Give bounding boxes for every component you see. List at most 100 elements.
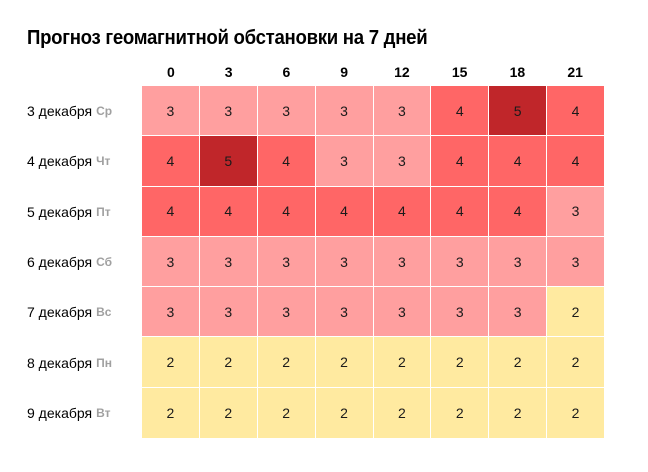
kp-index-cell: 3 xyxy=(489,287,548,338)
kp-index-cell: 3 xyxy=(142,287,200,338)
kp-index-cell: 3 xyxy=(199,287,258,338)
kp-index-cell: 2 xyxy=(373,337,432,388)
date-text: 8 декабря xyxy=(27,354,93,371)
forecast-grid: 3 декабря Ср 3 3 3 3 3 4 5 4 4 декабря Чт 4 5 4 3 3 4 4 4 5 … xyxy=(0,86,648,439)
kp-index-cell: 3 xyxy=(199,86,258,137)
kp-index-cell: 4 xyxy=(547,86,604,137)
kp-index-cell: 2 xyxy=(142,337,200,388)
kp-index-cell: 3 xyxy=(373,287,432,338)
day-label: 3 декабря Ср xyxy=(0,86,142,136)
day-label: 6 декабря Сб xyxy=(0,237,142,287)
kp-index-cell: 2 xyxy=(315,387,374,439)
kp-index-cell: 4 xyxy=(142,186,200,237)
kp-index-cell: 4 xyxy=(199,186,258,237)
kp-index-cell: 4 xyxy=(431,136,490,187)
kp-index-cell: 3 xyxy=(489,236,548,288)
kp-index-cell: 3 xyxy=(315,86,374,137)
weekday-text: Сб xyxy=(96,255,112,270)
kp-index-cell: 3 xyxy=(199,236,258,288)
chart-title: Прогноз геомагнитной обстановки на 7 дне… xyxy=(27,27,428,49)
kp-index-cell: 3 xyxy=(257,287,316,338)
hour-label: 3 xyxy=(224,64,233,80)
kp-index-cell: 2 xyxy=(431,337,490,388)
weekday-text: Вт xyxy=(96,405,111,420)
day-label: 4 декабря Чт xyxy=(0,136,142,186)
hour-label: 9 xyxy=(340,64,349,80)
weekday-text: Вс xyxy=(96,305,112,320)
kp-index-cell: 4 xyxy=(489,136,548,187)
kp-index-cell: 4 xyxy=(257,136,316,187)
date-text: 4 декабря xyxy=(27,153,93,170)
kp-index-cell: 2 xyxy=(257,337,316,388)
kp-index-cell: 4 xyxy=(373,186,432,237)
kp-index-cell: 3 xyxy=(142,86,200,137)
kp-index-cell: 4 xyxy=(431,86,490,137)
date-text: 9 декабря xyxy=(27,404,93,421)
kp-index-cell: 3 xyxy=(315,236,374,288)
day-row: 6 декабря Сб 3 3 3 3 3 3 3 3 xyxy=(0,236,648,288)
kp-index-cell: 3 xyxy=(373,136,432,187)
kp-index-cell: 2 xyxy=(489,337,548,388)
kp-index-cell: 3 xyxy=(315,287,374,338)
kp-index-cell: 2 xyxy=(431,387,490,439)
day-label: 8 декабря Пн xyxy=(0,337,142,387)
kp-index-cell: 3 xyxy=(431,287,490,338)
weekday-text: Чт xyxy=(96,154,111,169)
kp-index-cell: 5 xyxy=(199,136,258,187)
kp-index-cell: 4 xyxy=(489,186,548,237)
kp-index-cell: 3 xyxy=(431,236,490,288)
hour-label: 12 xyxy=(394,64,410,80)
kp-index-cell: 2 xyxy=(547,337,604,388)
kp-index-cell: 4 xyxy=(431,186,490,237)
kp-index-cell: 4 xyxy=(547,136,604,187)
hour-label: 15 xyxy=(451,64,468,80)
kp-index-cell: 3 xyxy=(373,86,432,137)
kp-index-cell: 2 xyxy=(199,337,258,388)
date-text: 3 декабря xyxy=(27,103,93,120)
kp-index-cell: 2 xyxy=(257,387,316,439)
day-row: 4 декабря Чт 4 5 4 3 3 4 4 4 xyxy=(0,136,648,187)
date-text: 5 декабря xyxy=(27,203,93,220)
kp-index-cell: 4 xyxy=(315,186,374,237)
kp-index-cell: 2 xyxy=(199,387,258,439)
hour-label: 6 xyxy=(282,64,291,80)
kp-index-cell: 3 xyxy=(257,236,316,288)
day-row: 9 декабря Вт 2 2 2 2 2 2 2 2 xyxy=(0,387,648,439)
kp-index-cell: 3 xyxy=(142,236,200,288)
hour-label: 0 xyxy=(166,64,175,80)
weekday-text: Пт xyxy=(96,204,111,219)
kp-index-cell: 4 xyxy=(142,136,200,187)
day-label: 5 декабря Пт xyxy=(0,187,142,237)
day-label: 7 декабря Вс xyxy=(0,287,142,337)
kp-index-cell: 3 xyxy=(547,186,604,237)
hour-label: 21 xyxy=(567,64,583,80)
weekday-text: Пн xyxy=(96,355,112,370)
kp-index-cell: 3 xyxy=(547,236,604,288)
day-row: 3 декабря Ср 3 3 3 3 3 4 5 4 xyxy=(0,86,648,137)
kp-index-cell: 3 xyxy=(257,86,316,137)
kp-index-cell: 2 xyxy=(315,337,374,388)
kp-index-cell: 2 xyxy=(142,387,200,439)
day-row: 8 декабря Пн 2 2 2 2 2 2 2 2 xyxy=(0,337,648,388)
weekday-text: Ср xyxy=(96,104,113,119)
day-label: 9 декабря Вт xyxy=(0,388,142,438)
hour-label: 18 xyxy=(509,64,526,80)
kp-index-cell: 2 xyxy=(489,387,548,439)
day-row: 7 декабря Вс 3 3 3 3 3 3 3 2 xyxy=(0,287,648,338)
kp-index-cell: 4 xyxy=(257,186,316,237)
kp-index-cell: 3 xyxy=(315,136,374,187)
kp-index-cell: 2 xyxy=(373,387,432,439)
date-text: 6 декабря xyxy=(27,254,93,271)
kp-index-cell: 2 xyxy=(547,287,604,338)
day-row: 5 декабря Пт 4 4 4 4 4 4 4 3 xyxy=(0,186,648,237)
hour-header-row: 0 3 6 9 12 15 18 21 xyxy=(142,62,604,82)
kp-index-cell: 5 xyxy=(489,86,548,137)
date-text: 7 декабря xyxy=(27,304,93,321)
